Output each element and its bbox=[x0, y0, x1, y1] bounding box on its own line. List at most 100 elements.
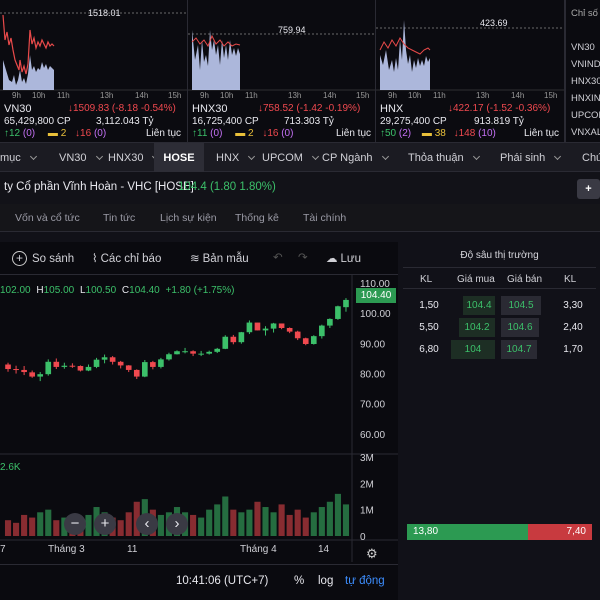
tab-muc[interactable]: mục bbox=[0, 143, 37, 173]
price-tick: 90.00 bbox=[360, 339, 385, 350]
ohlc-legend: 102.00 H105.00 L100.50 C104.40 +1.80 (+1… bbox=[0, 285, 234, 296]
candle-body bbox=[29, 372, 35, 377]
tab-hnx[interactable]: HNX bbox=[216, 143, 256, 173]
add-button[interactable]: + bbox=[577, 179, 600, 199]
cloud-icon: ☁ bbox=[326, 253, 338, 265]
candle-body bbox=[270, 323, 277, 329]
tab-label: UPCOM bbox=[262, 152, 303, 164]
hnx-mini-svg bbox=[376, 20, 564, 91]
log-toggle[interactable]: log bbox=[318, 575, 334, 587]
index-list-item[interactable]: HNXIN bbox=[571, 93, 600, 104]
index-price: ↓422.17 (-1.52 -0.36%) bbox=[448, 103, 551, 114]
volume-bar bbox=[206, 509, 213, 536]
volume-bar bbox=[318, 507, 325, 536]
candle-body bbox=[343, 299, 349, 308]
candle-body bbox=[302, 338, 309, 344]
compare-button[interactable]: + So sánh bbox=[12, 251, 74, 266]
price-tick: 70.00 bbox=[360, 400, 385, 411]
volume-bar bbox=[286, 514, 293, 536]
volume-bar bbox=[157, 514, 164, 536]
price-tick: 80.00 bbox=[360, 370, 385, 381]
time-tick: 14 bbox=[318, 544, 330, 555]
tab-statistics[interactable]: Thống kê bbox=[235, 212, 279, 224]
settings-gear-icon[interactable]: ⚙ bbox=[366, 546, 378, 561]
header-ask-volume: KL bbox=[564, 274, 577, 285]
hour-label: 13h bbox=[100, 91, 114, 100]
scroll-left-button[interactable]: ‹ bbox=[136, 513, 158, 535]
open-value: 102.00 bbox=[0, 285, 31, 296]
candle-body bbox=[69, 365, 76, 367]
tab-cp-nganh[interactable]: CP Ngành bbox=[322, 143, 389, 173]
chevron-down-icon bbox=[554, 152, 562, 161]
indicators-button[interactable]: ⌇ Các chỉ báo bbox=[92, 251, 161, 265]
floor-count: (0) bbox=[93, 128, 107, 139]
chart-footer: 10:41:06 (UTC+7) % log tự động bbox=[0, 564, 398, 600]
ask-price: 104.7 bbox=[501, 340, 537, 359]
breadth: ↑12 (0) ▬ 2 ↓16 (0) bbox=[4, 128, 106, 139]
zoom-out-button[interactable]: − bbox=[64, 513, 86, 535]
bid-price: 104.4 bbox=[463, 296, 495, 315]
tab-vn30[interactable]: VN30 bbox=[59, 143, 103, 173]
flat-count: ▬ 38 bbox=[421, 128, 446, 139]
hour-label: 11h bbox=[57, 91, 70, 100]
index-list-item[interactable]: VN30 bbox=[571, 42, 595, 53]
candle-body bbox=[53, 361, 60, 367]
index-name: VN30 bbox=[4, 103, 32, 115]
bid-volume: 1,50 bbox=[419, 300, 439, 311]
candle-body bbox=[319, 325, 325, 337]
ref-value: 759.94 bbox=[278, 25, 306, 35]
volume-bar bbox=[85, 514, 92, 536]
tab-phai-sinh[interactable]: Phái sinh bbox=[500, 143, 562, 173]
high-value: 105.00 bbox=[43, 285, 75, 296]
tab-dividends[interactable]: Vốn và cổ tức bbox=[15, 212, 80, 224]
tab-chung[interactable]: Chứ bbox=[582, 143, 600, 173]
ceil-count: (0) bbox=[22, 128, 36, 139]
index-list-item[interactable]: VNINDE bbox=[571, 59, 600, 70]
volume-bar bbox=[262, 507, 269, 536]
candle-body bbox=[13, 369, 19, 371]
candle-body bbox=[190, 351, 196, 354]
trade-mode: Liên tục bbox=[336, 128, 372, 139]
ceil-count: (0) bbox=[210, 128, 223, 139]
hour-label: 14h bbox=[323, 91, 337, 100]
index-volume: 29,275,400 CP bbox=[380, 116, 447, 127]
compare-label: So sánh bbox=[32, 253, 75, 265]
percent-toggle[interactable]: % bbox=[294, 575, 305, 587]
index-list-item[interactable]: UPCOM bbox=[571, 110, 600, 121]
templates-button[interactable]: ≋ Bản mẫu bbox=[190, 251, 249, 265]
vn30-mini-svg bbox=[0, 12, 187, 91]
tab-hnx30[interactable]: HNX30 bbox=[108, 143, 160, 173]
low-value: 100.50 bbox=[85, 285, 117, 296]
tab-finance[interactable]: Tài chính bbox=[303, 212, 347, 224]
stock-title: ty Cổ phần Vĩnh Hoàn - VHC [HOSE] bbox=[4, 181, 194, 193]
header-bid-volume: KL bbox=[420, 274, 433, 285]
tab-events[interactable]: Lịch sự kiện bbox=[160, 212, 217, 224]
tab-hose[interactable]: HOSE bbox=[154, 143, 204, 173]
candlestick-chart[interactable]: 110.00 100.00 90.00 80.00 70.00 60.00 3M 2M 1M 0 bbox=[0, 242, 398, 600]
hour-label: 11h bbox=[433, 91, 446, 100]
ceil-count: (2) bbox=[398, 128, 412, 139]
redo-icon[interactable]: ↷ bbox=[298, 252, 308, 264]
tab-news[interactable]: Tin tức bbox=[103, 212, 136, 224]
save-button[interactable]: ☁ Lưu bbox=[326, 251, 361, 265]
candle-body bbox=[125, 365, 132, 370]
index-list-item[interactable]: VNXAL bbox=[571, 127, 600, 138]
scroll-right-button[interactable]: › bbox=[166, 513, 188, 535]
mini-chart-hnx30[interactable]: 759.94 9h 10h 11h 13h 14h 15h HNX30 ↓758.52 (… bbox=[188, 0, 376, 142]
zoom-in-button[interactable]: + bbox=[94, 513, 116, 535]
mini-chart-hnx[interactable]: 423.69 9h 10h 11h 13h 14h 15h HNX ↓422.17 (-1… bbox=[376, 0, 565, 142]
auto-toggle[interactable]: tự động bbox=[345, 575, 385, 587]
current-price-tag: 104.40 bbox=[356, 288, 396, 303]
total-bid-bar: 13,80 bbox=[407, 524, 528, 540]
index-price: ↓1509.83 (-8.18 -0.54%) bbox=[68, 103, 176, 114]
candle-body bbox=[214, 348, 221, 352]
down-count: ↓16 bbox=[75, 128, 92, 139]
candle-body bbox=[77, 366, 84, 371]
tab-upcom[interactable]: UPCOM bbox=[262, 143, 319, 173]
mini-chart-vn30[interactable]: 1518.01 9h 10h 11h 13h 14h 15h VN30 ↓1509.83 … bbox=[0, 0, 188, 142]
undo-icon[interactable]: ↶ bbox=[273, 252, 283, 264]
candle-body bbox=[327, 318, 333, 326]
index-list-item[interactable]: HNX30 bbox=[571, 76, 600, 87]
price-tick: 100.00 bbox=[360, 309, 391, 320]
tab-thoa-thuan[interactable]: Thỏa thuận bbox=[408, 143, 480, 173]
